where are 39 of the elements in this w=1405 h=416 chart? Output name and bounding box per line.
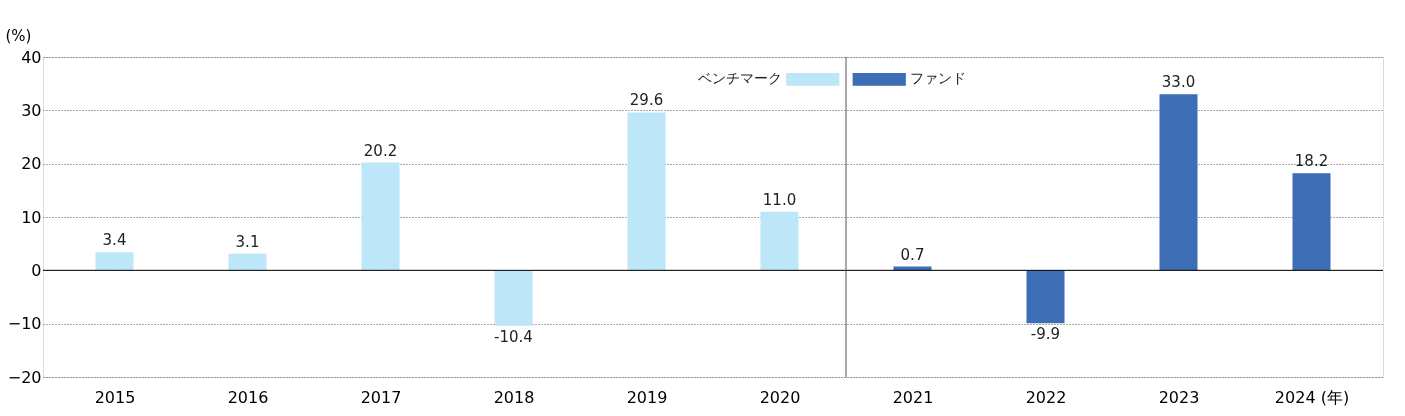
data-label: 18.2 — [1294, 152, 1329, 171]
bar — [1026, 270, 1065, 324]
data-label: 29.6 — [629, 91, 664, 110]
x-tick-label: 2020 — [759, 387, 801, 407]
y-tick-label: 10 — [21, 207, 42, 227]
data-label: 3.4 — [102, 231, 127, 250]
x-tick-label: 2022 — [1025, 387, 1067, 407]
data-label: -10.4 — [494, 327, 533, 346]
x-tick-label: 2017 — [360, 387, 402, 407]
x-tick-label: 2023 — [1158, 387, 1200, 407]
x-tick-label: 2016 — [227, 387, 269, 407]
x-tick-label: 2019 — [626, 387, 668, 407]
data-label: 0.7 — [900, 245, 925, 264]
x-tick-label: 2024 (年) — [1274, 387, 1350, 407]
y-tick-label: 0 — [31, 260, 42, 280]
x-tick-label: 2015 — [94, 387, 136, 407]
data-label: 33.0 — [1161, 73, 1196, 92]
x-tick-label: 2021 — [892, 387, 934, 407]
data-label: 11.0 — [762, 190, 797, 209]
data-label: -9.9 — [1030, 325, 1061, 344]
bar — [1292, 173, 1331, 271]
bar — [361, 162, 400, 271]
y-axis-title: (%) — [5, 26, 32, 45]
y-tick-label: 30 — [21, 100, 42, 120]
y-tick-label: 20 — [21, 154, 42, 174]
x-tick-label: 2018 — [493, 387, 535, 407]
text: ベンチマーク — [698, 70, 783, 87]
legend-label: ファンド — [909, 70, 966, 87]
bar — [627, 112, 666, 271]
bar — [494, 270, 533, 326]
y-tick-label: 40 — [21, 47, 42, 67]
bar — [1159, 94, 1198, 271]
y-tick-label: −20 — [7, 367, 42, 387]
bar — [95, 252, 134, 271]
y-tick-label: −10 — [7, 314, 42, 334]
bar — [228, 253, 267, 271]
bar — [760, 211, 799, 271]
data-label: 3.1 — [235, 232, 260, 251]
data-label: 20.2 — [363, 141, 398, 160]
